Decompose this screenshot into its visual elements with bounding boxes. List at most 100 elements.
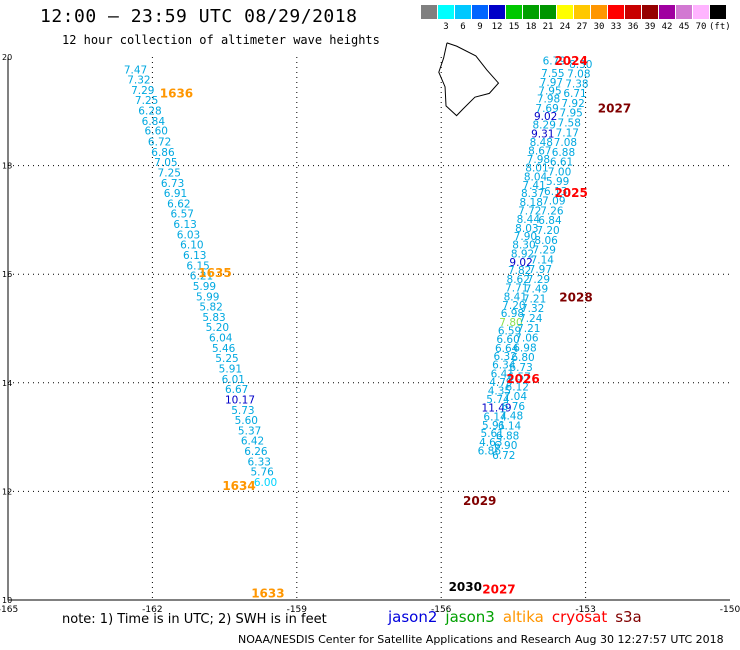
swh-value: 8.29 xyxy=(533,120,556,132)
swh-value: 7.32 xyxy=(127,75,150,87)
swh-value: 7.21 xyxy=(517,323,540,335)
swh-value: 6.28 xyxy=(138,106,161,118)
swh-value: 7.25 xyxy=(135,95,158,107)
credit-text: NOAA/NESDIS Center for Satellite Applica… xyxy=(238,633,572,646)
legend-item: jason3 xyxy=(445,608,495,626)
swh-value: 7.49 xyxy=(525,284,548,296)
y-tick-label: 12 xyxy=(2,487,12,496)
swh-value: 6.76 xyxy=(502,401,526,413)
pass-time-label: 2030 xyxy=(449,580,482,594)
scale-swatch xyxy=(625,5,641,19)
swh-value: 6.60 xyxy=(496,334,519,346)
swh-value: 9.31 xyxy=(531,128,554,140)
scale-swatch xyxy=(710,5,726,19)
swh-value: 8.18 xyxy=(520,197,543,209)
scale-swatch xyxy=(642,5,658,19)
swh-value: 8.30 xyxy=(569,59,592,71)
pass-time-label: 1633 xyxy=(251,586,284,600)
swh-value: 5.74 xyxy=(486,394,510,406)
swh-value: 6.00 xyxy=(254,477,277,489)
swh-value: 8.41 xyxy=(504,291,527,303)
units-note: note: 1) Time is in UTC; 2) SWH is in fe… xyxy=(62,612,327,627)
swh-value: 5.73 xyxy=(231,405,254,417)
swh-value: 8.01 xyxy=(525,163,548,175)
swh-value: 6.80 xyxy=(511,352,534,364)
swh-value: 6.84 xyxy=(538,215,562,227)
scale-swatch xyxy=(676,5,692,19)
swh-value: 7.97 xyxy=(540,77,563,89)
swh-value: 7.47 xyxy=(124,64,147,76)
scale-label: 24 xyxy=(559,22,571,32)
swh-value: 5.99 xyxy=(546,176,569,188)
satellite-legend: jason2 jason3 altika cryosat s3a xyxy=(388,608,650,626)
swh-value: 6.15 xyxy=(186,260,209,272)
swh-value: 7.71 xyxy=(505,283,528,295)
gridlines xyxy=(8,57,730,600)
hawaii-coastline xyxy=(438,42,500,117)
swh-value: 5.99 xyxy=(196,291,219,303)
swh-value: 5.46 xyxy=(212,343,236,355)
swh-value: 5.91 xyxy=(219,363,242,375)
swh-value: 7.80 xyxy=(499,317,522,329)
swh-value: 4.63 xyxy=(479,437,502,449)
swh-value: 8.37 xyxy=(521,188,544,200)
generated-timestamp: Aug 30 12:27:57 UTC 2018 xyxy=(575,633,724,646)
swh-value: 6.10 xyxy=(180,240,203,252)
legend-item: s3a xyxy=(615,608,642,626)
swh-value: 8.06 xyxy=(534,235,558,247)
swh-value: 6.88 xyxy=(496,430,519,442)
swh-value: 7.38 xyxy=(565,78,588,90)
scale-swatch xyxy=(489,5,505,19)
swh-value: 7.04 xyxy=(504,391,528,403)
scale-label: 6 xyxy=(460,22,466,32)
swh-value: 5.91 xyxy=(482,420,505,432)
swh-value: 7.48 xyxy=(500,411,523,423)
swh-value: 8.03 xyxy=(515,223,538,235)
swh-value: 6.33 xyxy=(248,456,271,468)
swh-value: 7.69 xyxy=(535,103,558,115)
swh-value: 5.61 xyxy=(481,428,504,440)
scale-swatch xyxy=(557,5,573,19)
swh-value: 7.21 xyxy=(523,293,546,305)
swh-value: 6.79 xyxy=(543,56,566,68)
chart-title: 12:00 – 23:59 UTC 08/29/2018 xyxy=(40,6,358,27)
swh-value: 6.21 xyxy=(190,271,213,283)
swh-value: 7.29 xyxy=(533,245,556,257)
swh-value: 7.90 xyxy=(514,231,537,243)
legend-item: cryosat xyxy=(551,608,608,626)
swh-value: 8.48 xyxy=(530,137,553,149)
scale-swatch xyxy=(438,5,454,19)
scale-swatch xyxy=(591,5,607,19)
swh-value: 6.98 xyxy=(513,342,536,354)
swh-value: 5.99 xyxy=(193,281,216,293)
swh-value: 7.82 xyxy=(508,265,531,277)
swh-value: 6.73 xyxy=(509,362,532,374)
pass-time-label: 1634 xyxy=(222,479,255,493)
x-tick-label: -159 xyxy=(287,605,308,615)
scale-label: (ft) xyxy=(709,22,731,32)
swh-value: 6.14 xyxy=(498,420,522,432)
scale-swatch xyxy=(523,5,539,19)
swh-value: 6.62 xyxy=(167,198,190,210)
swh-value: 7.24 xyxy=(519,313,543,325)
swh-value: 6.67 xyxy=(225,384,248,396)
legend-item: jason2 xyxy=(388,608,438,626)
swh-value: 7.32 xyxy=(521,303,544,315)
swh-value: 8.92 xyxy=(511,248,534,260)
scale-swatch xyxy=(540,5,556,19)
x-tick-label: -165 xyxy=(0,605,18,615)
x-tick-label: -162 xyxy=(142,605,162,615)
scale-label: 70 xyxy=(695,22,707,32)
swh-value: 6.13 xyxy=(173,219,196,231)
y-tick-label: 18 xyxy=(2,162,12,171)
y-tick-label: 16 xyxy=(2,270,12,279)
swh-value: 7.29 xyxy=(131,85,154,97)
swh-value: 6.13 xyxy=(544,186,567,198)
swh-value: 6.59 xyxy=(498,325,521,337)
scale-label: 39 xyxy=(644,22,656,32)
scale-label: 21 xyxy=(542,22,554,32)
swh-value: 7.20 xyxy=(536,225,559,237)
swh-value: 7.92 xyxy=(561,98,584,110)
pass-time-label: 2027 xyxy=(598,101,631,115)
swh-value: 6.86 xyxy=(478,445,502,457)
